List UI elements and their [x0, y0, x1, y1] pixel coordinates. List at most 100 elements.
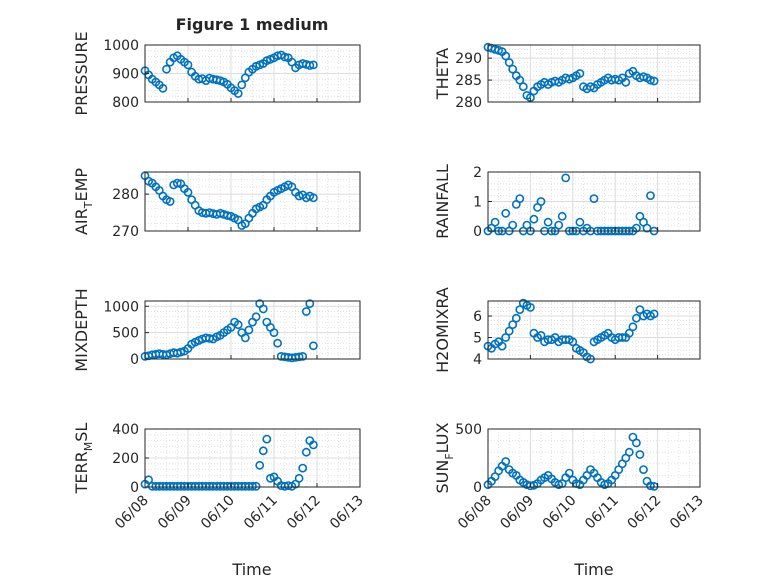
series-theta	[483, 42, 659, 102]
data-point	[632, 223, 641, 233]
data-point	[515, 194, 525, 203]
series-mixdepth	[140, 299, 318, 363]
y-tick-label: 800	[112, 95, 139, 111]
data-point	[561, 173, 571, 183]
y-tick-label: 280	[112, 187, 139, 203]
y-axis-label: RAINFALL	[433, 164, 452, 239]
data-point	[543, 217, 553, 227]
data-point	[557, 211, 567, 221]
data-point	[624, 447, 634, 457]
y-axis-label: MIXDEPTH	[72, 288, 91, 371]
data-point	[568, 337, 578, 347]
y-tick-label: 200	[112, 451, 139, 467]
data-point	[165, 197, 175, 206]
data-point	[308, 193, 318, 203]
data-point	[305, 299, 315, 308]
data-point	[621, 77, 631, 87]
data-point	[501, 208, 511, 218]
data-point	[646, 481, 655, 491]
data-point	[301, 307, 311, 316]
data-point	[183, 60, 193, 70]
y-tick-label: 1000	[103, 299, 139, 315]
data-point	[280, 52, 290, 62]
data-point	[172, 178, 182, 188]
data-point	[515, 75, 525, 85]
axes-box	[487, 44, 701, 103]
data-point	[301, 447, 311, 457]
data-point	[508, 220, 518, 230]
data-point	[617, 333, 627, 342]
axes-box	[144, 171, 361, 232]
data-point	[628, 322, 638, 332]
panel-pressure: 800 900 1000 PRESSURE	[72, 31, 361, 116]
figure-title: Figure 1 medium	[176, 15, 329, 34]
y-axis-label: TERRMSL	[72, 423, 95, 495]
axes-background	[145, 172, 360, 231]
data-point	[162, 64, 171, 74]
data-point	[294, 352, 304, 362]
panel-rainfall: 0 1 2 RAINFALL	[433, 164, 701, 240]
data-point	[635, 305, 645, 314]
data-point	[501, 457, 511, 466]
data-point	[158, 83, 168, 93]
data-point	[258, 304, 268, 314]
y-tick-label: 285	[455, 73, 482, 89]
data-point	[308, 60, 318, 70]
data-point	[251, 481, 261, 491]
data-point	[237, 80, 247, 90]
y-tick-label: 0	[473, 480, 482, 496]
data-point	[649, 309, 659, 319]
data-point	[497, 341, 507, 351]
y-axis-label: THETA	[433, 48, 452, 100]
data-point	[273, 338, 282, 348]
data-point	[501, 51, 511, 61]
y-tick-label: 280	[455, 95, 482, 111]
axes-box	[487, 428, 701, 488]
data-point	[183, 187, 193, 197]
data-point	[508, 320, 518, 329]
data-point	[646, 191, 655, 200]
panel-air_temp: 270 280 AIRTEMP	[72, 168, 361, 240]
data-point	[294, 473, 304, 483]
data-point	[298, 351, 308, 361]
data-point	[632, 438, 641, 448]
x-axis-label-left: Time	[231, 560, 271, 579]
y-tick-label: 2	[473, 165, 482, 181]
data-point	[511, 313, 521, 323]
axes-box	[487, 300, 701, 360]
y-tick-label: 1000	[103, 38, 139, 54]
data-point	[501, 333, 511, 342]
data-point	[575, 69, 585, 78]
y-tick-label: 0	[130, 352, 139, 368]
data-point	[646, 75, 655, 85]
data-point	[536, 330, 546, 340]
y-axis-label: PRESSURE	[72, 31, 91, 115]
data-point	[233, 320, 243, 330]
data-point	[536, 197, 546, 206]
data-point	[176, 347, 186, 357]
x-axis-label-right: Time	[573, 560, 613, 579]
data-point	[504, 58, 514, 67]
data-point	[251, 312, 261, 322]
data-point	[298, 463, 308, 473]
y-tick-label: 0	[130, 480, 139, 496]
data-point	[564, 468, 574, 478]
y-tick-label: 500	[455, 422, 482, 438]
series-pressure	[140, 50, 318, 98]
y-axis-label: SUNFLUX	[433, 422, 456, 493]
y-tick-label: 6	[473, 309, 482, 325]
data-point	[490, 217, 500, 227]
y-tick-label: 0	[473, 224, 482, 240]
y-tick-label: 500	[112, 326, 139, 342]
data-point	[575, 217, 585, 227]
data-point	[262, 434, 272, 444]
data-point	[255, 460, 265, 470]
data-point	[308, 341, 318, 351]
y-tick-label: 400	[112, 422, 139, 438]
grid	[144, 428, 361, 488]
data-point	[624, 328, 634, 338]
data-point	[240, 333, 250, 343]
panel-mixdepth: 0 500 1000 MIXDEPTH	[72, 288, 361, 372]
data-point	[649, 76, 659, 86]
